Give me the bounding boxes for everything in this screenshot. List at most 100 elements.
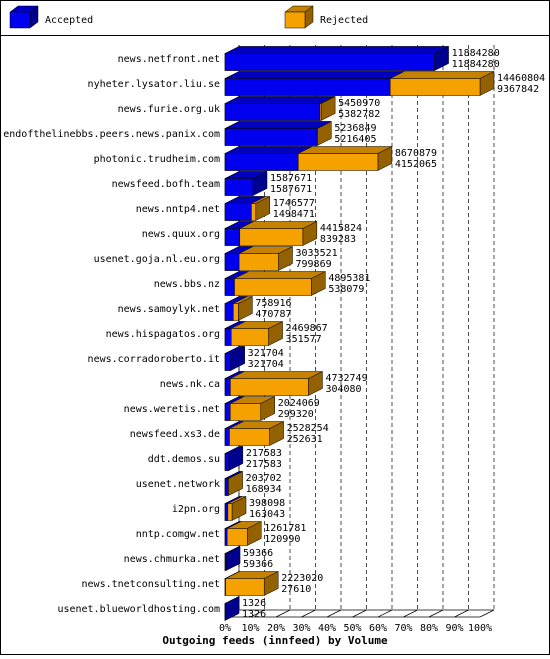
y-tick-label: ddt.demos.su xyxy=(148,454,220,465)
y-tick-label: usenet.blueworldhosting.com xyxy=(57,604,220,615)
accepted-bar xyxy=(225,429,229,446)
total-label: 8670879 xyxy=(395,148,437,159)
rejected-bar xyxy=(225,429,270,446)
total-label: 1746577 xyxy=(273,198,315,209)
accepted-label: 5382782 xyxy=(338,109,380,120)
total-label: 11884280 xyxy=(452,48,500,59)
y-tick-label: photonic.trudheim.com xyxy=(94,154,220,165)
accepted-label: 9367842 xyxy=(497,84,539,95)
total-label: 14460804 xyxy=(497,73,545,84)
rejected-bar xyxy=(225,379,308,396)
x-tick-label: 60% xyxy=(369,623,387,634)
accepted-bar xyxy=(225,554,226,571)
total-label: 2528254 xyxy=(287,423,329,434)
total-label: 203702 xyxy=(246,473,282,484)
total-label: 1587671 xyxy=(270,173,312,184)
y-tick-label: news.hispagatos.org xyxy=(106,329,220,340)
x-tick-label: 20% xyxy=(267,623,285,634)
accepted-label: 217583 xyxy=(246,459,282,470)
total-label: 1326 xyxy=(242,598,266,609)
accepted-bar xyxy=(225,79,390,96)
accepted-bar xyxy=(225,304,233,321)
total-label: 4732749 xyxy=(325,373,367,384)
legend-swatch xyxy=(285,12,305,28)
accepted-label: 321704 xyxy=(248,359,284,370)
y-tick-label: newsfeed.xs3.de xyxy=(130,429,220,440)
y-tick-label: news.corradoroberto.it xyxy=(88,354,220,365)
total-label: 5450970 xyxy=(338,98,380,109)
accepted-bar xyxy=(225,404,230,421)
accepted-label: 470787 xyxy=(255,309,291,320)
total-label: 758916 xyxy=(255,298,291,309)
y-tick-label: news.nntp4.net xyxy=(136,204,220,215)
accepted-label: 252631 xyxy=(287,434,323,445)
x-tick-label: 10% xyxy=(241,623,259,634)
accepted-bar-top xyxy=(225,122,331,129)
x-tick-label: 30% xyxy=(292,623,310,634)
total-label: 2469867 xyxy=(286,323,328,334)
legend-label: Rejected xyxy=(320,15,368,26)
legend-label: Accepted xyxy=(45,15,93,26)
total-label: 5236849 xyxy=(334,123,376,134)
total-label: 321704 xyxy=(248,348,284,359)
accepted-label: 1498471 xyxy=(273,209,315,220)
accepted-label: 59366 xyxy=(243,559,273,570)
y-tick-label: news.weretis.net xyxy=(124,404,220,415)
y-tick-label: nyheter.lysator.liu.se xyxy=(88,79,220,90)
total-label: 217583 xyxy=(246,448,282,459)
total-label: 59366 xyxy=(243,548,273,559)
accepted-bar xyxy=(225,54,435,71)
total-label: 4415824 xyxy=(320,223,362,234)
legend-swatch xyxy=(10,12,30,28)
accepted-label: 351577 xyxy=(286,334,322,345)
total-label: 3033521 xyxy=(295,248,337,259)
y-tick-label: news.bbs.nz xyxy=(154,279,220,290)
accepted-label: 304080 xyxy=(325,384,361,395)
accepted-label: 27610 xyxy=(281,584,311,595)
total-label: 4895381 xyxy=(328,273,370,284)
total-label: 2024069 xyxy=(278,398,320,409)
accepted-bar xyxy=(225,529,227,546)
accepted-label: 1587671 xyxy=(270,184,312,195)
accepted-bar xyxy=(225,354,231,371)
accepted-label: 299320 xyxy=(278,409,314,420)
accepted-bar xyxy=(225,504,228,521)
y-tick-label: i2pn.org xyxy=(172,504,220,515)
accepted-label: 5216405 xyxy=(334,134,376,145)
accepted-bar-top xyxy=(225,97,334,104)
accepted-bar xyxy=(225,454,229,471)
x-tick-label: 100% xyxy=(468,623,492,634)
accepted-bar xyxy=(225,229,240,246)
rejected-bar xyxy=(225,579,264,596)
accepted-bar xyxy=(225,154,298,171)
x-tick-label: 50% xyxy=(343,623,361,634)
accepted-bar-top xyxy=(225,72,404,79)
x-tick-label: 0% xyxy=(219,623,231,634)
accepted-label: 4152065 xyxy=(395,159,437,170)
y-tick-label: newsfeed.bofh.team xyxy=(112,179,220,190)
rejected-bar xyxy=(225,329,269,346)
chart-title: Outgoing feeds (innfeed) by Volume xyxy=(162,634,388,647)
y-tick-label: usenet.network xyxy=(136,479,220,490)
accepted-label: 839283 xyxy=(320,234,356,245)
accepted-label: 120990 xyxy=(264,534,300,545)
accepted-bar xyxy=(225,129,317,146)
y-tick-label: usenet.goja.nl.eu.org xyxy=(94,254,220,265)
accepted-label: 538079 xyxy=(328,284,364,295)
total-label: 1261781 xyxy=(264,523,306,534)
rejected-bar xyxy=(225,529,247,546)
accepted-label: 168934 xyxy=(246,484,282,495)
y-tick-label: news.tnetconsulting.net xyxy=(82,579,220,590)
accepted-bar xyxy=(225,329,231,346)
accepted-bar-top xyxy=(225,47,449,54)
y-tick-label: news.netfront.net xyxy=(118,54,220,65)
y-tick-label: endofthelinebbs.peers.news.panix.com xyxy=(3,129,220,140)
accepted-bar xyxy=(225,379,230,396)
accepted-label: 11884280 xyxy=(452,59,500,70)
total-label: 2223020 xyxy=(281,573,323,584)
accepted-bar xyxy=(225,204,251,221)
x-tick-label: 70% xyxy=(394,623,412,634)
y-tick-label: nntp.comgw.net xyxy=(136,529,220,540)
x-tick-label: 90% xyxy=(445,623,463,634)
